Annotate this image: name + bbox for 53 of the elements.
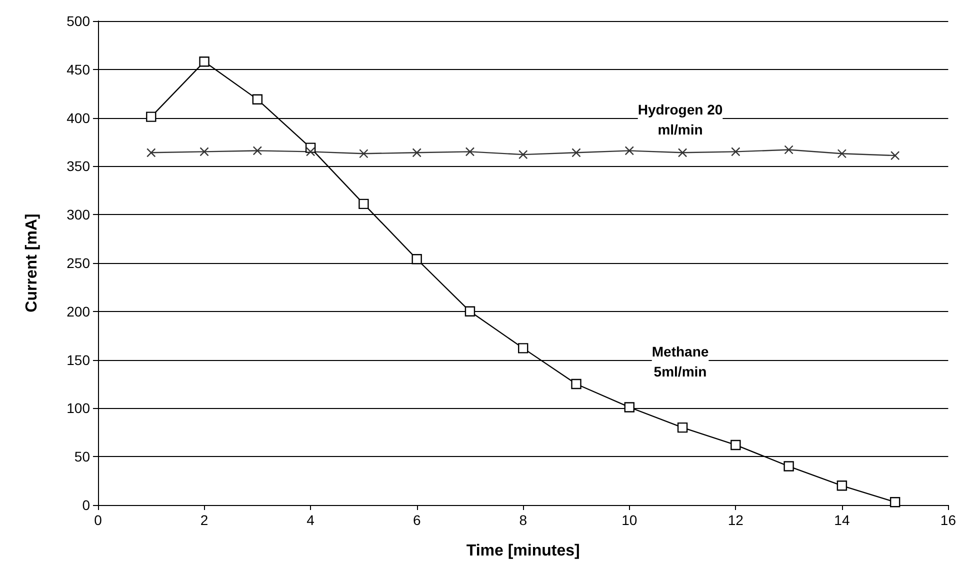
point <box>518 150 528 160</box>
point <box>465 147 475 156</box>
x-tick-label: 0 <box>94 512 102 528</box>
point <box>252 146 262 156</box>
y-tick-label: 300 <box>66 206 90 223</box>
point <box>412 148 422 158</box>
point <box>572 148 581 158</box>
point <box>199 56 210 67</box>
x-tick-label: 10 <box>622 512 638 528</box>
x-tick-label: 16 <box>940 512 956 528</box>
point <box>200 147 209 156</box>
annotation: Hydrogen 20 ml/min <box>638 102 723 138</box>
y-tick-label: 100 <box>66 400 90 416</box>
x-tick-label: 12 <box>728 512 744 528</box>
point <box>678 148 688 158</box>
y-axis-title: Current [mA] <box>24 214 40 312</box>
point <box>624 402 634 412</box>
x-tick-label: 14 <box>834 512 850 528</box>
point <box>836 480 848 491</box>
x-tick-label: 2 <box>200 512 208 528</box>
point <box>306 147 316 156</box>
point <box>358 198 369 210</box>
y-tick-label: 250 <box>66 255 90 271</box>
point <box>146 148 156 158</box>
point <box>412 254 422 264</box>
point <box>890 150 900 160</box>
point <box>784 145 794 154</box>
point <box>731 147 740 156</box>
point <box>252 94 263 105</box>
x-tick-label: 8 <box>519 512 528 528</box>
point <box>464 306 476 316</box>
point <box>890 496 900 508</box>
y-tick-label: 450 <box>66 61 90 78</box>
point <box>624 146 634 156</box>
x-tick-label: 6 <box>412 512 421 528</box>
point <box>730 440 741 450</box>
point <box>518 343 528 354</box>
point <box>359 149 368 158</box>
point <box>837 149 847 158</box>
y-tick-label: 0 <box>82 497 90 513</box>
y-tick-label: 150 <box>66 352 90 368</box>
x-tick-label: 4 <box>306 512 315 528</box>
point <box>784 461 794 472</box>
y-tick-label: 50 <box>74 448 90 465</box>
point <box>571 378 582 390</box>
y-tick-label: 200 <box>66 303 90 320</box>
y-tick-label: 500 <box>66 13 90 29</box>
y-tick-label: 350 <box>66 158 90 174</box>
annotation: Methane 5ml/min <box>652 344 709 380</box>
y-tick-label: 400 <box>66 110 90 126</box>
point <box>677 422 688 433</box>
x-axis-title: Time [minutes] <box>466 542 580 560</box>
point <box>146 112 156 122</box>
